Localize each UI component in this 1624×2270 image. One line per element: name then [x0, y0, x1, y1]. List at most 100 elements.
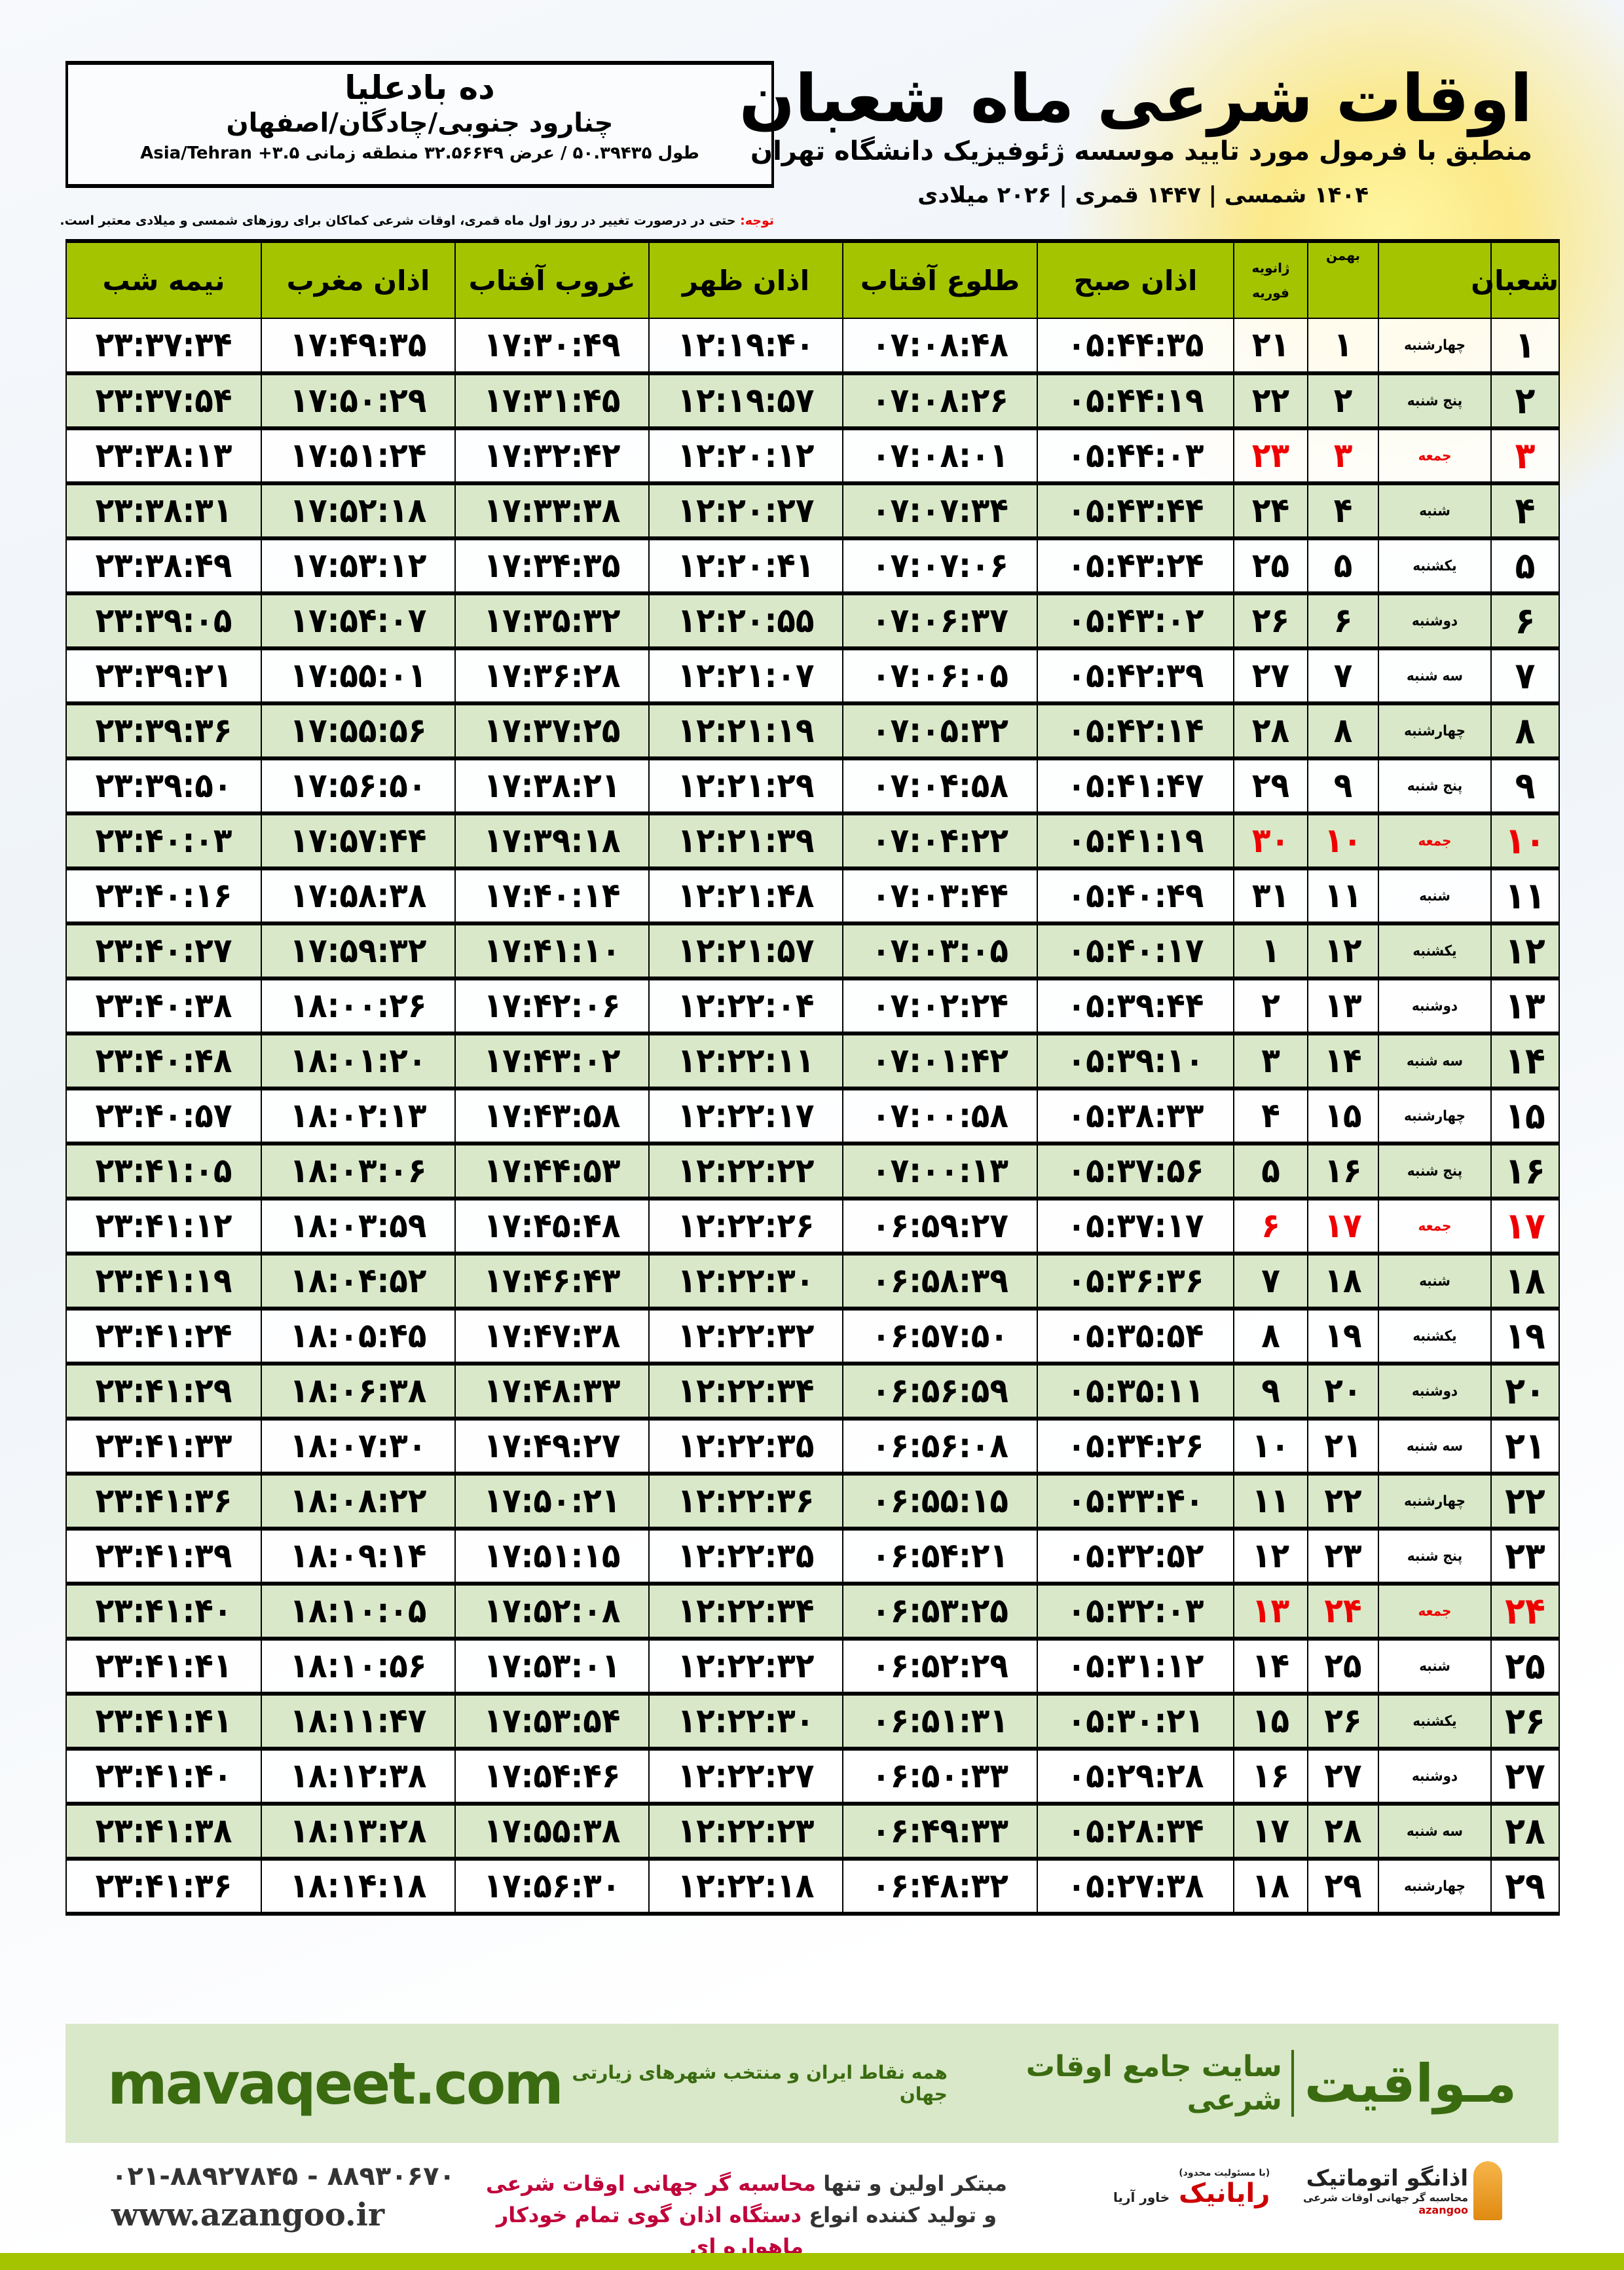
cell-maghrib: ۱۸:۰۳:۵۹ [261, 1198, 456, 1256]
cell-dhuhr: ۱۲:۲۱:۴۸ [648, 868, 843, 925]
cell-dhuhr: ۱۲:۲۲:۰۴ [648, 978, 843, 1035]
cell-greg: ۳۰ [1233, 813, 1308, 870]
location-path: چنارود جنوبی/چادگان/اصفهان [226, 108, 614, 138]
table-body: ۱ چهارشنبه ۱ ۲۱ ۰۵:۴۴:۳۵ ۰۷:۰۸:۴۸ ۱۲:۱۹:۴۰ ۱۷:۳… [65, 318, 1560, 1916]
cell-fajr: ۰۵:۳۹:۴۴ [1037, 978, 1234, 1035]
cell-maghrib: ۱۸:۰۰:۲۶ [261, 978, 456, 1035]
cell-fajr: ۰۵:۴۰:۴۹ [1037, 868, 1234, 925]
cell-weekday: دوشنبه [1378, 593, 1492, 650]
cell-day: ۵ [1490, 538, 1560, 595]
cell-bahman: ۱۲ [1307, 923, 1379, 980]
cell-day: ۲۳ [1490, 1528, 1560, 1586]
cell-greg: ۱۴ [1233, 1638, 1308, 1696]
header-greg: ژانویه فوریه [1233, 239, 1308, 319]
cell-midnight: ۲۳:۳۹:۰۵ [65, 593, 262, 650]
header-maghrib: اذان مغرب [261, 239, 456, 319]
cell-fajr: ۰۵:۲۷:۳۸ [1037, 1858, 1234, 1916]
cell-maghrib: ۱۷:۵۵:۵۶ [261, 703, 456, 760]
cell-maghrib: ۱۷:۵۱:۲۴ [261, 428, 456, 485]
cell-weekday: شنبه [1378, 483, 1492, 540]
cell-midnight: ۲۳:۴۰:۱۶ [65, 868, 262, 925]
cell-weekday: چهارشنبه [1378, 1473, 1492, 1531]
cell-maghrib: ۱۸:۰۳:۰۶ [261, 1143, 456, 1200]
cell-sunrise: ۰۷:۰۵:۳۲ [842, 703, 1038, 760]
table-row: ۲۶ یکشنبه ۲۶ ۱۵ ۰۵:۳۰:۲۱ ۰۶:۵۱:۳۱ ۱۲:۲۲:۳۰ ۱۷:۵… [65, 1693, 1560, 1751]
cell-fajr: ۰۵:۳۴:۲۶ [1037, 1418, 1234, 1476]
cell-sunset: ۱۷:۳۵:۳۲ [454, 593, 650, 650]
table-row: ۶ دوشنبه ۶ ۲۶ ۰۵:۴۳:۰۲ ۰۷:۰۶:۳۷ ۱۲:۲۰:۵۵ ۱۷:۳۵:… [65, 593, 1560, 650]
cell-maghrib: ۱۷:۵۳:۱۲ [261, 538, 456, 595]
cell-midnight: ۲۳:۴۰:۵۷ [65, 1088, 262, 1145]
cell-weekday: جمعه [1378, 428, 1492, 485]
cell-bahman: ۵ [1307, 538, 1379, 595]
cell-day: ۱۳ [1490, 978, 1560, 1035]
cell-bahman: ۲۳ [1307, 1528, 1379, 1586]
azangoo-name: اذانگو اتوماتیک [1306, 2165, 1469, 2191]
site-link[interactable]: mavaqeet.com [107, 2049, 564, 2117]
cell-fajr: ۰۵:۴۱:۴۷ [1037, 758, 1234, 815]
cell-sunset: ۱۷:۳۱:۴۵ [454, 373, 650, 430]
cell-day: ۲۴ [1490, 1583, 1560, 1641]
header-day: شعبان [1471, 239, 1560, 319]
cell-fajr: ۰۵:۲۹:۲۸ [1037, 1748, 1234, 1806]
header-february: فوریه [1252, 285, 1289, 301]
cell-sunrise: ۰۷:۰۰:۱۳ [842, 1143, 1038, 1200]
cell-fajr: ۰۵:۴۰:۱۷ [1037, 923, 1234, 980]
cell-greg: ۲۷ [1233, 648, 1308, 705]
cell-bahman: ۲۷ [1307, 1748, 1379, 1806]
cell-greg: ۳۱ [1233, 868, 1308, 925]
cell-sunset: ۱۷:۴۷:۳۸ [454, 1308, 650, 1366]
cell-midnight: ۲۳:۴۱:۴۱ [65, 1638, 262, 1696]
cell-weekday: چهارشنبه [1378, 1858, 1492, 1916]
table-row: ۱۵ چهارشنبه ۱۵ ۴ ۰۵:۳۸:۳۳ ۰۷:۰۰:۵۸ ۱۲:۲۲:۱۷ ۱۷:… [65, 1088, 1560, 1145]
cell-dhuhr: ۱۲:۲۱:۵۷ [648, 923, 843, 980]
cell-fajr: ۰۵:۴۳:۰۲ [1037, 593, 1234, 650]
cell-greg: ۲۵ [1233, 538, 1308, 595]
cell-greg: ۸ [1233, 1308, 1308, 1366]
cell-weekday: شنبه [1378, 1638, 1492, 1696]
cell-bahman: ۲۶ [1307, 1693, 1379, 1751]
cell-maghrib: ۱۸:۰۲:۱۳ [261, 1088, 456, 1145]
header-fajr: اذان صبح [1037, 239, 1234, 319]
cell-maghrib: ۱۷:۵۶:۵۰ [261, 758, 456, 815]
table-row: ۲۳ پنج شنبه ۲۳ ۱۲ ۰۵:۳۲:۵۲ ۰۶:۵۴:۲۱ ۱۲:۲۲:۳۵ ۱۷… [65, 1528, 1560, 1586]
cell-weekday: سه شنبه [1378, 1033, 1492, 1090]
cell-midnight: ۲۳:۴۱:۳۸ [65, 1803, 262, 1861]
cell-greg: ۷ [1233, 1253, 1308, 1311]
cell-maghrib: ۱۸:۰۷:۳۰ [261, 1418, 456, 1476]
cell-bahman: ۷ [1307, 648, 1379, 705]
promo-line-1b: محاسبه گر جهانی اوقات شرعی [486, 2171, 817, 2196]
cell-maghrib: ۱۸:۰۴:۵۲ [261, 1253, 456, 1311]
azangoo-link[interactable]: www.azangoo.ir [111, 2197, 385, 2233]
cell-maghrib: ۱۸:۰۶:۳۸ [261, 1363, 456, 1421]
cell-fajr: ۰۵:۳۷:۵۶ [1037, 1143, 1234, 1200]
cell-greg: ۱ [1233, 923, 1308, 980]
raianik-logo: (با مسئولیت محدود) رایانیک خاور آریا [1113, 2168, 1270, 2208]
cell-dhuhr: ۱۲:۲۲:۳۴ [648, 1583, 843, 1641]
cell-greg: ۲۶ [1233, 593, 1308, 650]
raianik-name: رایانیک [1179, 2178, 1270, 2208]
cell-midnight: ۲۳:۳۹:۲۱ [65, 648, 262, 705]
cell-fajr: ۰۵:۳۳:۴۰ [1037, 1473, 1234, 1531]
cell-day: ۱۲ [1490, 923, 1560, 980]
cell-day: ۱۹ [1490, 1308, 1560, 1366]
cell-sunrise: ۰۷:۰۲:۲۴ [842, 978, 1038, 1035]
cell-sunset: ۱۷:۴۳:۰۲ [454, 1033, 650, 1090]
cell-sunrise: ۰۷:۰۶:۰۵ [842, 648, 1038, 705]
cell-sunrise: ۰۶:۵۳:۲۵ [842, 1583, 1038, 1641]
cell-weekday: سه شنبه [1378, 648, 1492, 705]
bottom-bar [0, 2253, 1624, 2270]
cell-dhuhr: ۱۲:۲۲:۱۸ [648, 1858, 843, 1916]
cell-greg: ۱۰ [1233, 1418, 1308, 1476]
cell-midnight: ۲۳:۴۱:۳۳ [65, 1418, 262, 1476]
cell-midnight: ۲۳:۴۰:۰۳ [65, 813, 262, 870]
cell-sunset: ۱۷:۳۲:۴۲ [454, 428, 650, 485]
cell-maghrib: ۱۸:۱۳:۲۸ [261, 1803, 456, 1861]
cell-sunset: ۱۷:۵۲:۰۸ [454, 1583, 650, 1641]
note: توجه: حتی در درصورت تغییر در روز اول ماه… [60, 214, 774, 228]
cell-bahman: ۲۵ [1307, 1638, 1379, 1696]
header-weekday [1378, 239, 1492, 319]
cell-sunset: ۱۷:۴۳:۵۸ [454, 1088, 650, 1145]
cell-day: ۱۶ [1490, 1143, 1560, 1200]
cell-fajr: ۰۵:۴۳:۴۴ [1037, 483, 1234, 540]
